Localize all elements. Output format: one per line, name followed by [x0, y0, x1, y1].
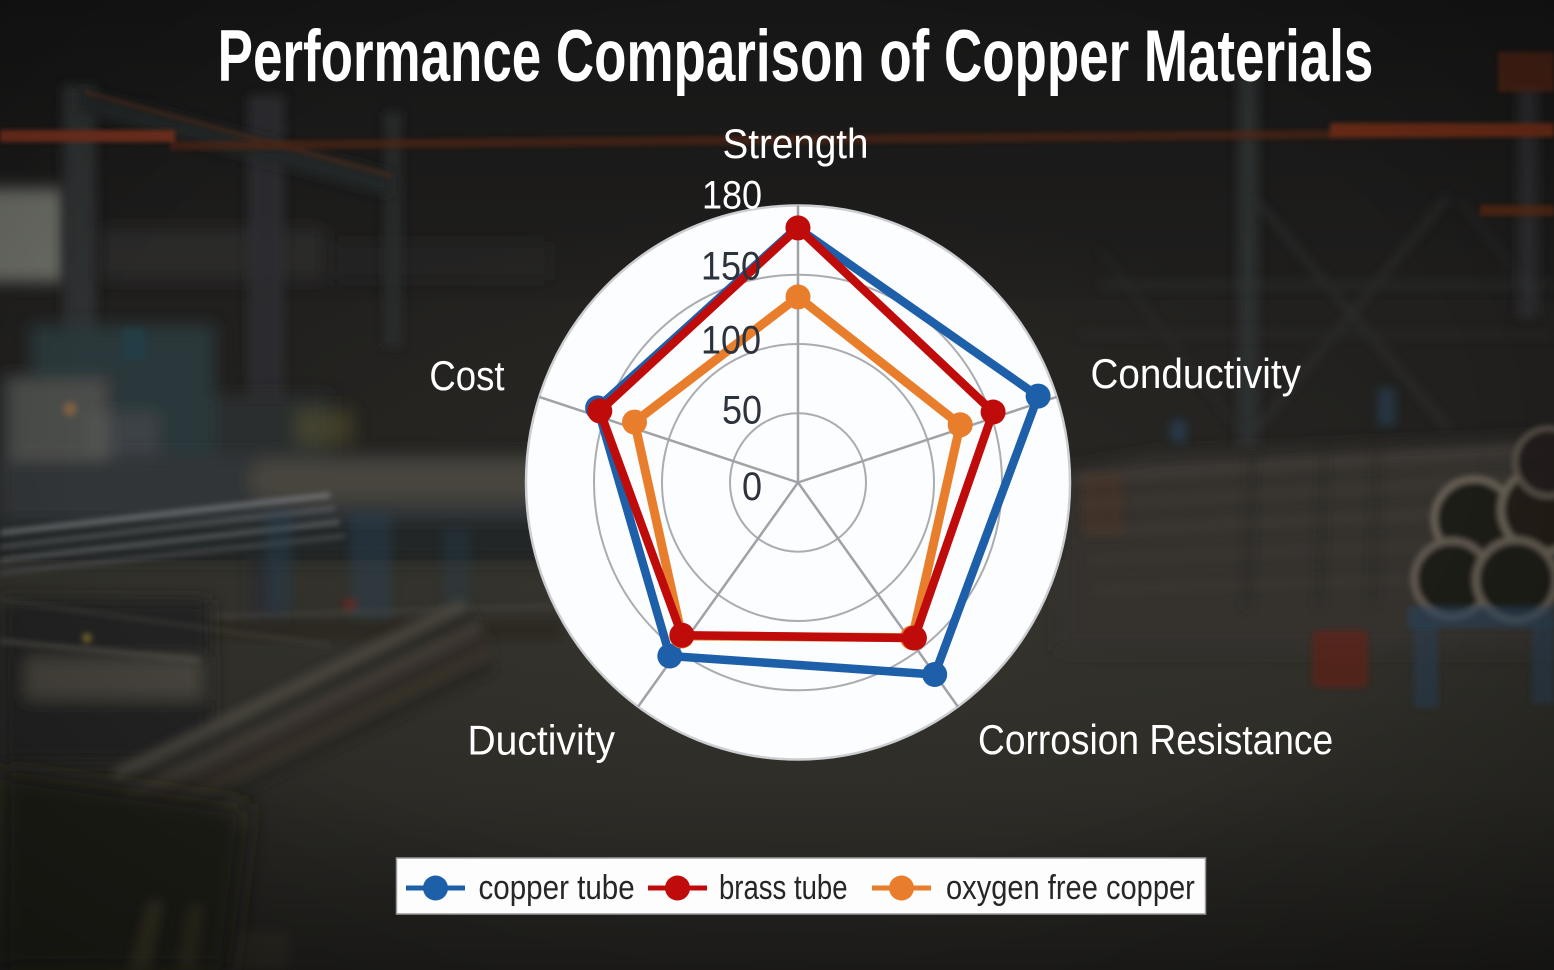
svg-text:0: 0	[742, 465, 762, 509]
svg-text:copper tube: copper tube	[479, 868, 635, 906]
svg-text:Strength: Strength	[722, 119, 868, 167]
svg-text:100: 100	[701, 319, 761, 363]
svg-text:150: 150	[701, 245, 761, 289]
svg-text:Cost: Cost	[429, 353, 504, 400]
svg-text:brass tube: brass tube	[719, 868, 848, 906]
svg-text:Conductivity: Conductivity	[1091, 349, 1302, 397]
svg-text:180: 180	[702, 174, 762, 218]
svg-text:Ductivity: Ductivity	[467, 716, 615, 764]
svg-text:50: 50	[722, 389, 762, 433]
svg-text:Performance Comparison of Copp: Performance Comparison of Copper Materia…	[218, 15, 1374, 97]
svg-text:Corrosion Resistance: Corrosion Resistance	[978, 717, 1333, 764]
svg-text:oxygen free copper: oxygen free copper	[946, 868, 1195, 907]
